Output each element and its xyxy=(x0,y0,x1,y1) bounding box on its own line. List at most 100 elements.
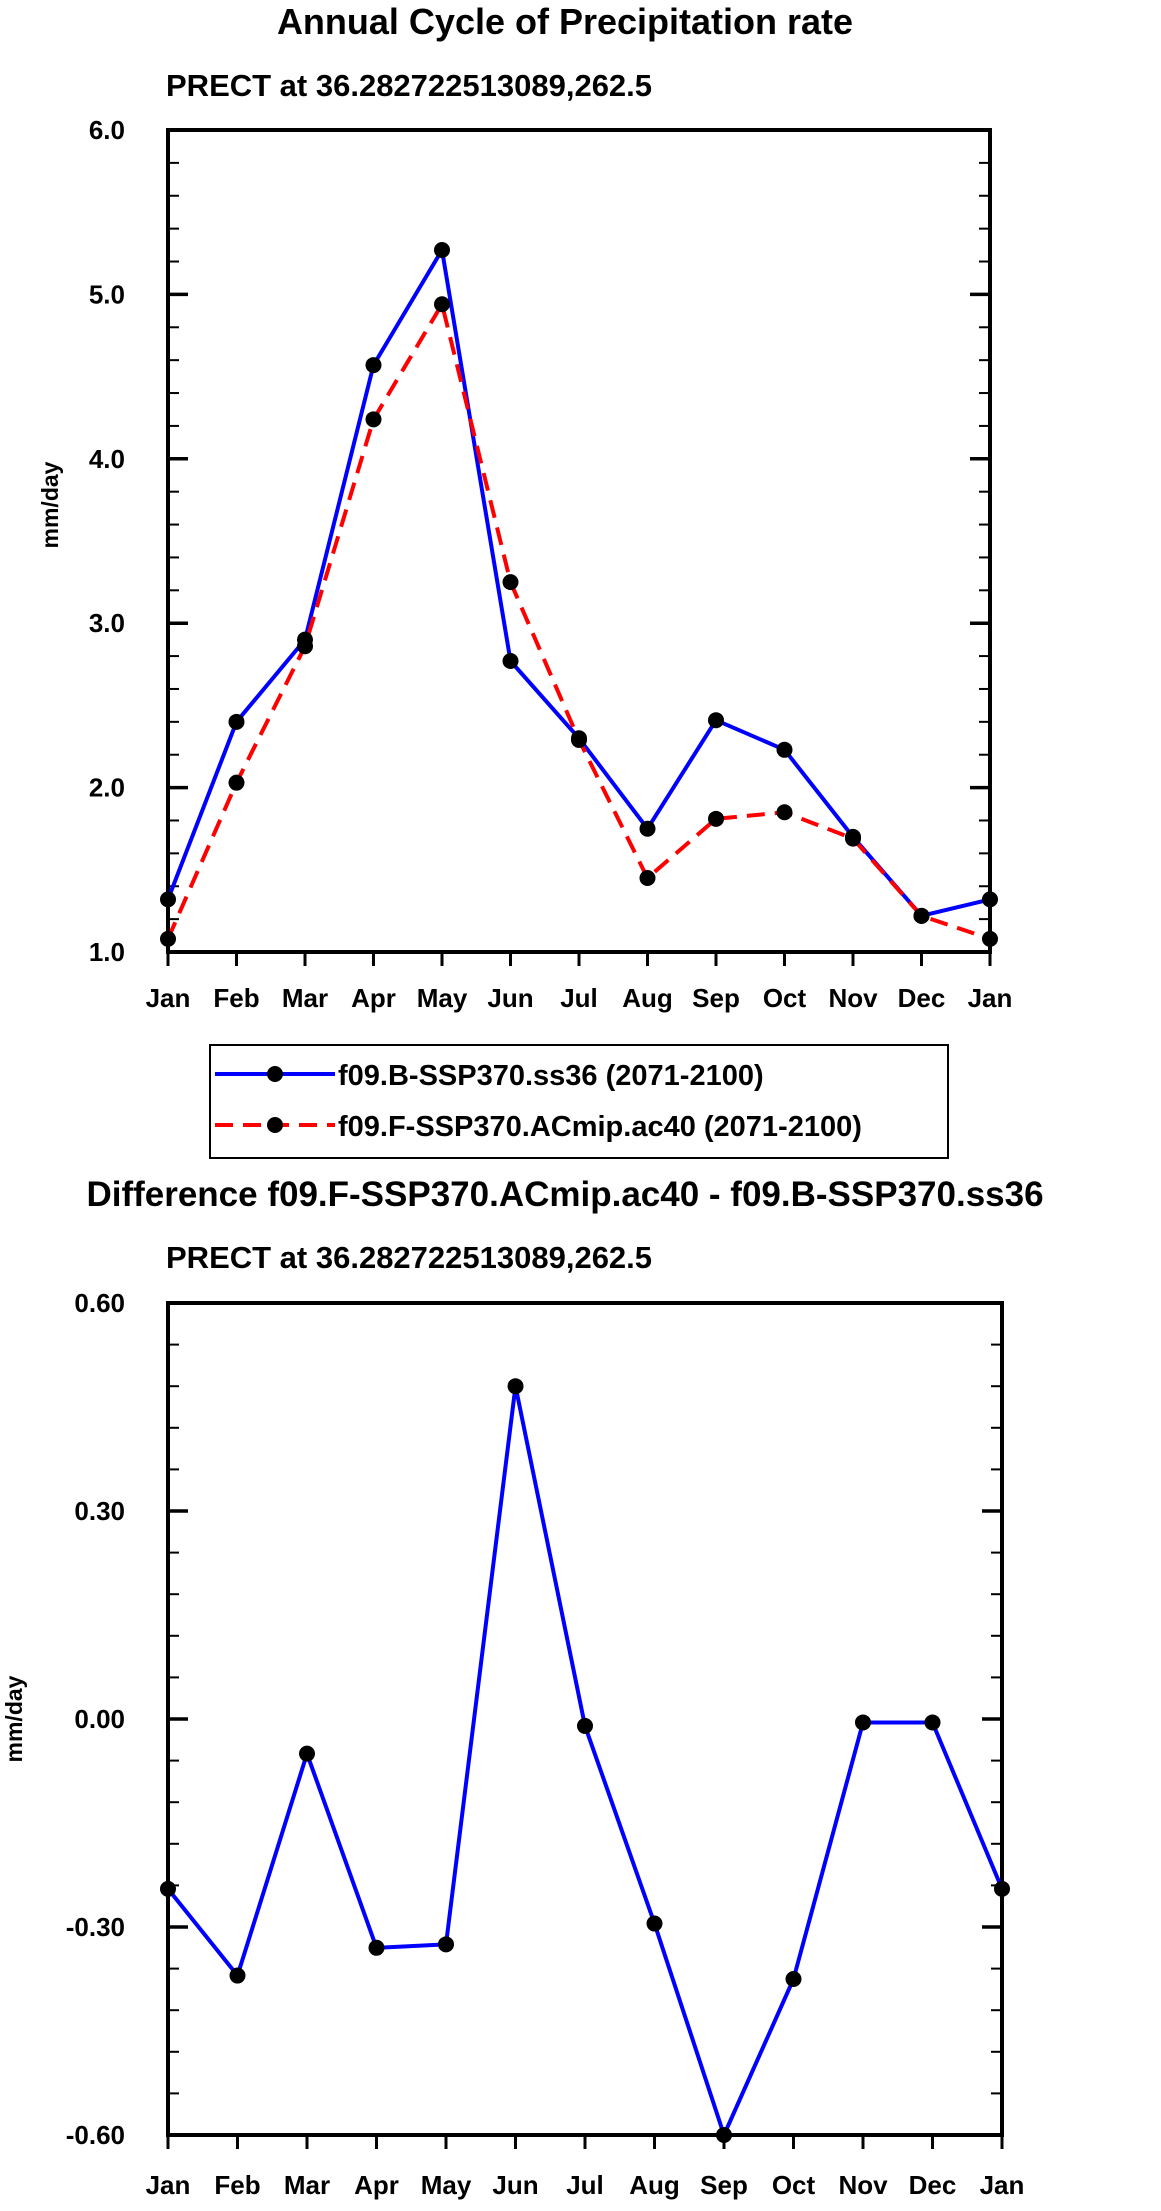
x-tick-label: Sep xyxy=(692,983,740,1013)
x-tick-label: May xyxy=(421,2170,472,2200)
series-0-point xyxy=(776,741,793,758)
x-tick-label: Jan xyxy=(980,2170,1025,2200)
y-tick-label: 3.0 xyxy=(89,608,125,638)
y-tick-label: 0.30 xyxy=(74,1496,125,1526)
series-1-point xyxy=(365,411,382,428)
bottom-chart-x-tick-labels: Jan Feb Mar Apr May Jun Jul Aug Sep Oct Nov Dec Jan xyxy=(146,2170,1025,2200)
x-tick-label: Jul xyxy=(560,983,598,1013)
bottom-chart-series xyxy=(160,1378,1010,2143)
x-tick-label: Apr xyxy=(351,983,396,1013)
series-0-point xyxy=(368,1939,385,1956)
top-chart: Annual Cycle of Precipitation rate PRECT… xyxy=(37,1,1012,1013)
series-1-point xyxy=(434,296,450,313)
series-0-point xyxy=(716,2127,732,2143)
legend-box xyxy=(209,1044,949,1159)
legend-label-red: f09.F-SSP370.ACmip.ac40 (2071-2100) xyxy=(338,1111,862,1143)
y-tick-label: 0.60 xyxy=(74,1288,125,1318)
series-1-point xyxy=(160,930,176,947)
top-chart-frame xyxy=(166,128,992,954)
series-0-point xyxy=(434,242,450,259)
bottom-chart-title: Difference f09.F-SSP370.ACmip.ac40 - f09… xyxy=(86,1175,1043,1214)
x-tick-label: Nov xyxy=(828,983,878,1013)
series-1-point xyxy=(982,930,998,947)
series-0-point xyxy=(160,891,176,908)
x-tick-label: Aug xyxy=(622,983,673,1013)
x-tick-label: Aug xyxy=(629,2170,680,2200)
x-tick-label: Jan xyxy=(146,2170,191,2200)
x-tick-label: Jun xyxy=(492,2170,538,2200)
series-0-point xyxy=(924,1714,941,1731)
x-tick-label: Oct xyxy=(772,2170,816,2200)
y-tick-label: 1.0 xyxy=(89,937,125,967)
bottom-chart-subtitle: PRECT at 36.282722513089,262.5 xyxy=(166,1240,652,1275)
top-chart-series xyxy=(160,242,998,947)
x-tick-label: Jan xyxy=(968,983,1013,1013)
series-0-point xyxy=(577,1717,593,1734)
series-1-point xyxy=(571,731,587,748)
x-tick-label: Apr xyxy=(354,2170,399,2200)
top-chart-minor-ticks xyxy=(168,161,990,921)
series-0-point xyxy=(502,653,519,670)
series-line-0 xyxy=(166,1384,1004,2137)
legend-label-blue: f09.B-SSP370.ss36 (2071-2100) xyxy=(338,1060,764,1092)
top-chart-major-ticks xyxy=(166,128,992,966)
legend-marker-red xyxy=(267,1117,283,1133)
series-1-point xyxy=(845,830,861,847)
top-chart-y-tick-labels: 1.0 2.0 3.0 4.0 5.0 6.0 xyxy=(89,115,125,967)
bottom-chart-y-tick-labels: -0.60 -0.30 0.00 0.30 0.60 xyxy=(66,1288,125,2150)
series-0-point xyxy=(507,1378,524,1395)
series-0-point xyxy=(982,891,998,908)
x-tick-label: Jun xyxy=(487,983,533,1013)
series-1-point xyxy=(776,804,793,821)
series-0-point xyxy=(639,820,656,837)
series-0-point xyxy=(785,1971,802,1987)
x-tick-label: Oct xyxy=(763,983,807,1013)
series-line-1 xyxy=(166,302,991,941)
x-tick-label: May xyxy=(417,983,468,1013)
legend-entry-blue: f09.B-SSP370.ss36 (2071-2100) xyxy=(215,1060,764,1092)
series-0-point xyxy=(708,712,724,729)
series-0-point xyxy=(855,1714,871,1731)
series-1-point xyxy=(639,870,656,887)
x-tick-label: Sep xyxy=(700,2170,748,2200)
series-0-point xyxy=(228,713,245,730)
x-tick-label: Feb xyxy=(213,983,259,1013)
series-1-point xyxy=(708,810,724,827)
y-tick-label: 4.0 xyxy=(89,444,125,474)
series-0-point xyxy=(438,1936,454,1953)
x-tick-label: Jul xyxy=(566,2170,604,2200)
series-0-point xyxy=(994,1880,1010,1897)
series-1-point xyxy=(297,638,313,655)
x-tick-label: Dec xyxy=(898,983,946,1013)
x-tick-label: Mar xyxy=(284,2170,330,2200)
series-0-point xyxy=(229,1967,246,1984)
x-tick-label: Feb xyxy=(214,2170,260,2200)
series-1-point xyxy=(913,907,930,924)
legend: f09.B-SSP370.ss36 (2071-2100) f09.F-SSP3… xyxy=(209,1044,949,1159)
series-1-point xyxy=(228,774,245,791)
series-line-0 xyxy=(166,248,991,918)
series-0-point xyxy=(160,1880,176,1897)
bottom-chart-ylabel: mm/day xyxy=(1,1675,27,1762)
series-0-point xyxy=(646,1915,663,1932)
legend-entry-red: f09.F-SSP370.ACmip.ac40 (2071-2100) xyxy=(215,1111,862,1143)
series-0-point xyxy=(365,357,382,374)
bottom-chart: Difference f09.F-SSP370.ACmip.ac40 - f09… xyxy=(1,1175,1044,2200)
y-tick-label: 2.0 xyxy=(89,773,125,803)
x-tick-label: Jan xyxy=(146,983,191,1013)
top-chart-title: Annual Cycle of Precipitation rate xyxy=(277,1,853,42)
legend-marker-blue xyxy=(267,1066,283,1082)
x-tick-label: Mar xyxy=(282,983,328,1013)
top-chart-subtitle: PRECT at 36.282722513089,262.5 xyxy=(166,68,652,103)
top-chart-ylabel: mm/day xyxy=(37,461,63,548)
x-tick-label: Nov xyxy=(838,2170,888,2200)
series-0-point xyxy=(299,1745,315,1762)
series-1-point xyxy=(502,574,519,591)
y-tick-label: -0.30 xyxy=(66,1912,125,1942)
y-tick-label: 0.00 xyxy=(74,1704,125,1734)
x-tick-label: Dec xyxy=(909,2170,957,2200)
top-chart-x-tick-labels: Jan Feb Mar Apr May Jun Jul Aug Sep Oct Nov Dec Jan xyxy=(146,983,1013,1013)
bottom-chart-minor-ticks xyxy=(168,1343,1002,2095)
y-tick-label: -0.60 xyxy=(66,2120,125,2150)
